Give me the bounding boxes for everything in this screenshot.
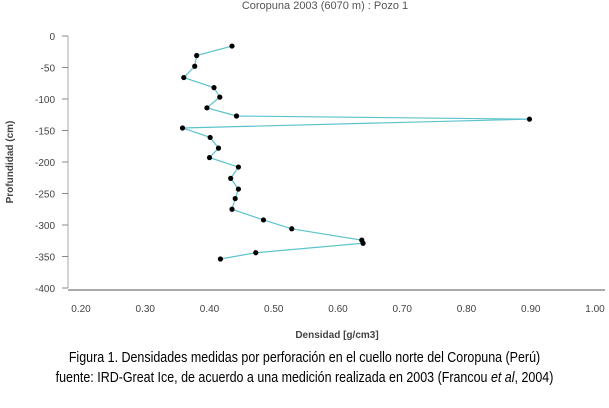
data-point	[526, 116, 533, 122]
caption-year: , 2004)	[514, 370, 554, 386]
data-point	[229, 206, 235, 212]
y-tick-label: -350	[35, 253, 55, 264]
y-tick-label: -150	[35, 127, 55, 138]
y-tick-label: -100	[35, 95, 55, 106]
data-point	[360, 240, 366, 246]
data-point	[204, 105, 210, 111]
data-point	[217, 94, 223, 100]
data-point	[235, 164, 242, 170]
caption-line-1: Figura 1. Densidades medidas por perfora…	[68, 350, 541, 366]
data-point	[192, 63, 198, 69]
x-tick-label: 1.00	[585, 304, 605, 315]
data-point	[228, 175, 234, 181]
x-tick-label: 0.30	[136, 304, 156, 315]
x-tick-label: 0.80	[457, 304, 477, 315]
x-axis-label: Densidad [g/cm3]	[295, 330, 378, 341]
x-tick-label: 0.40	[200, 304, 220, 315]
x-tick-label: 0.90	[521, 304, 541, 315]
data-point	[260, 217, 267, 223]
data-point	[207, 134, 213, 141]
caption-source: fuente: IRD-Great Ice, de acuerdo a una …	[55, 370, 491, 386]
data-point	[194, 52, 200, 59]
data-point	[253, 250, 259, 256]
x-tick-label: 0.60	[328, 304, 348, 315]
y-tick-label: -250	[35, 190, 55, 201]
caption-et-al: et al	[490, 370, 515, 386]
caption-line-2: fuente: IRD-Great Ice, de acuerdo a una …	[43, 370, 567, 386]
y-tick-label: -400	[35, 284, 55, 295]
data-point	[215, 145, 222, 151]
data-point	[289, 226, 295, 232]
chart-title: Coropuna 2003 (6070 m) : Pozo 1	[242, 0, 408, 12]
data-point	[232, 195, 238, 202]
y-tick-label: -300	[35, 221, 55, 232]
data-point	[206, 154, 213, 161]
data-point	[211, 85, 217, 91]
y-tick-label: -50	[41, 64, 56, 75]
x-tick-label: 0.50	[264, 304, 284, 315]
data-point	[229, 43, 235, 49]
density-series-line	[182, 45, 530, 260]
data-point	[233, 113, 240, 119]
y-tick-label: -200	[35, 158, 55, 169]
data-point	[179, 125, 186, 131]
data-point	[181, 74, 187, 81]
data-point	[235, 186, 242, 192]
x-tick-label: 0.70	[393, 304, 413, 315]
x-tick-label: 0.20	[71, 304, 91, 315]
y-axis-label: Profundidad (cm)	[5, 121, 16, 204]
data-point	[217, 256, 224, 262]
y-tick-label: 0	[49, 32, 55, 43]
density-depth-chart: Coropuna 2003 (6070 m) : Pozo 1 Profundi…	[5, 0, 605, 341]
